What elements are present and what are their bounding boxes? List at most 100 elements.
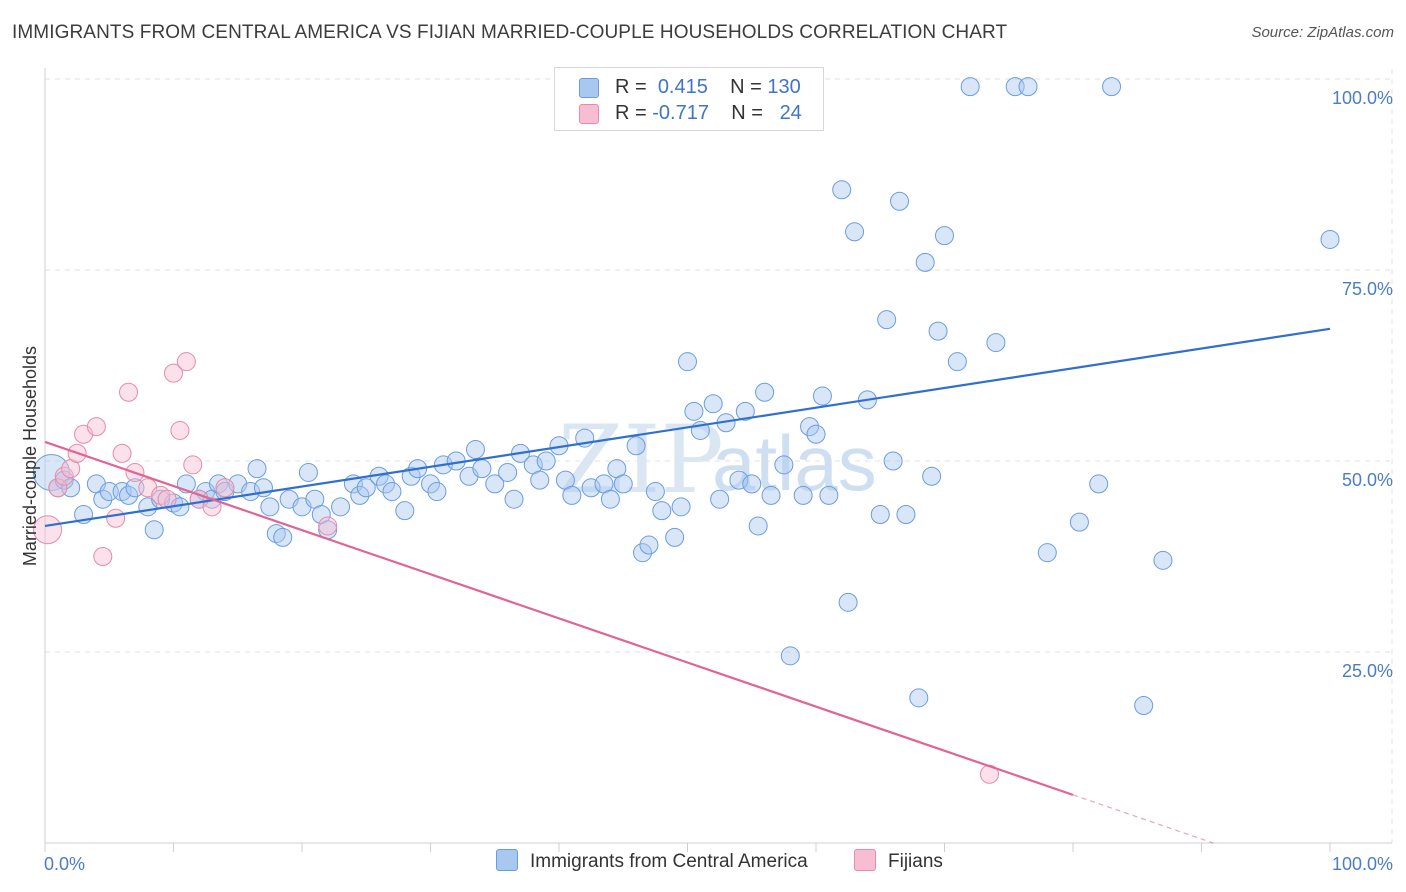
data-point-central-america <box>331 497 351 517</box>
data-point-central-america <box>800 417 820 437</box>
legend-r-label: R = <box>615 76 647 98</box>
data-point-central-america <box>613 474 633 494</box>
data-point-central-america <box>703 394 723 414</box>
data-point-central-america <box>1102 77 1122 97</box>
data-point-central-america <box>356 478 376 498</box>
data-point-central-america <box>928 321 948 341</box>
data-point-central-america <box>819 485 839 505</box>
data-point-central-america <box>735 401 755 421</box>
data-point-central-america <box>395 501 415 521</box>
data-point-central-america <box>144 520 164 540</box>
data-point-central-america <box>421 474 440 494</box>
data-point-central-america <box>684 401 704 421</box>
data-point-fijians <box>215 478 235 498</box>
data-point-fijians <box>33 515 63 545</box>
data-point-fijians <box>202 497 222 517</box>
data-point-central-america <box>119 485 139 505</box>
data-point-central-america <box>1089 474 1109 494</box>
data-point-central-america <box>639 535 659 555</box>
data-point-fijians <box>48 478 68 498</box>
legend-n-value: 24 <box>779 102 802 124</box>
data-point-central-america <box>671 497 691 517</box>
data-point-central-america <box>530 470 550 490</box>
data-point-central-america <box>1153 550 1173 570</box>
data-point-central-america <box>498 462 518 482</box>
data-point-central-america <box>298 462 318 482</box>
data-point-central-america <box>710 489 730 509</box>
legend-row-pink: R = -0.717 N = 24 <box>579 102 802 126</box>
data-point-central-america <box>401 466 421 486</box>
x-tick-label: 100.0% <box>1332 854 1393 874</box>
data-point-central-america <box>774 455 794 475</box>
data-point-fijians <box>93 547 113 566</box>
data-point-central-america <box>247 459 267 479</box>
data-point-central-america <box>742 474 762 494</box>
data-point-fijians <box>106 508 126 528</box>
data-point-central-america <box>883 451 903 471</box>
data-point-central-america <box>1018 77 1038 97</box>
legend-label-central-america: Immigrants from Central America <box>530 851 808 872</box>
data-point-central-america <box>645 482 665 502</box>
data-point-central-america <box>581 478 601 498</box>
trend-line-central-america <box>44 327 1331 528</box>
data-point-central-america <box>986 333 1006 353</box>
legend-n-label: N = <box>730 76 762 98</box>
data-point-central-america <box>838 592 858 612</box>
data-point-central-america <box>1037 543 1057 563</box>
source-label: Source: ZipAtlas.com <box>1251 24 1394 41</box>
data-point-central-america <box>260 497 280 517</box>
legend: R = 0.415 N = 130 R = -0.717 N = 24 <box>554 67 824 131</box>
series-fijians <box>33 352 999 784</box>
data-point-central-america <box>536 451 556 471</box>
y-tick-label: 25.0% <box>1342 661 1393 681</box>
legend-r-label: R = <box>615 102 647 124</box>
data-point-central-america <box>877 310 897 330</box>
y-tick-label: 75.0% <box>1342 279 1393 299</box>
legend-swatch-blue <box>496 849 518 872</box>
data-point-central-america <box>382 482 402 502</box>
data-point-central-america <box>806 424 826 444</box>
data-point-central-america <box>273 527 293 547</box>
data-point-central-america <box>909 688 929 708</box>
trend-lines <box>44 327 1331 844</box>
data-point-central-america <box>350 485 370 505</box>
data-point-central-america <box>678 352 697 372</box>
data-point-central-america <box>870 504 890 524</box>
legend-n-label: N = <box>731 102 763 124</box>
data-point-central-america <box>562 485 582 505</box>
data-point-central-america <box>935 226 954 246</box>
data-point-central-america <box>780 646 800 666</box>
data-point-central-america <box>812 386 832 406</box>
data-point-central-america <box>832 180 852 200</box>
data-point-central-america <box>633 543 653 563</box>
data-point-central-america <box>1320 229 1340 249</box>
data-point-central-america <box>960 77 980 97</box>
bottom-legend-fijians: Fijians <box>854 849 943 873</box>
chart-title: IMMIGRANTS FROM CENTRAL AMERICA VS FIJIA… <box>12 22 1008 43</box>
tick-labels: 25.0% 50.0% 75.0% 100.0% 0.0% 100.0% <box>44 88 1393 874</box>
legend-swatch-pink <box>579 103 599 124</box>
data-point-fijians <box>176 352 196 372</box>
data-point-central-america <box>922 466 942 486</box>
legend-r-value: -0.717 <box>652 102 709 124</box>
data-point-fijians <box>318 516 338 536</box>
data-point-fijians <box>164 363 183 383</box>
legend-label-fijians: Fijians <box>888 851 943 872</box>
data-point-central-america <box>896 504 916 524</box>
trend-line-fijians <box>44 440 1074 796</box>
legend-n-value: 130 <box>767 76 801 98</box>
data-point-fijians <box>112 443 132 463</box>
data-point-central-america <box>947 352 967 372</box>
data-point-central-america <box>1134 695 1154 715</box>
data-point-central-america <box>376 474 396 494</box>
data-point-central-america <box>729 470 749 490</box>
data-point-central-america <box>793 485 813 505</box>
data-point-central-america <box>748 516 768 536</box>
data-point-central-america <box>845 222 865 242</box>
series-central-america <box>32 77 1340 715</box>
data-point-central-america <box>915 252 935 272</box>
data-point-central-america <box>1069 512 1089 532</box>
data-point-central-america <box>465 440 485 460</box>
legend-swatch-pink <box>854 849 876 872</box>
data-point-fijians <box>170 420 190 440</box>
